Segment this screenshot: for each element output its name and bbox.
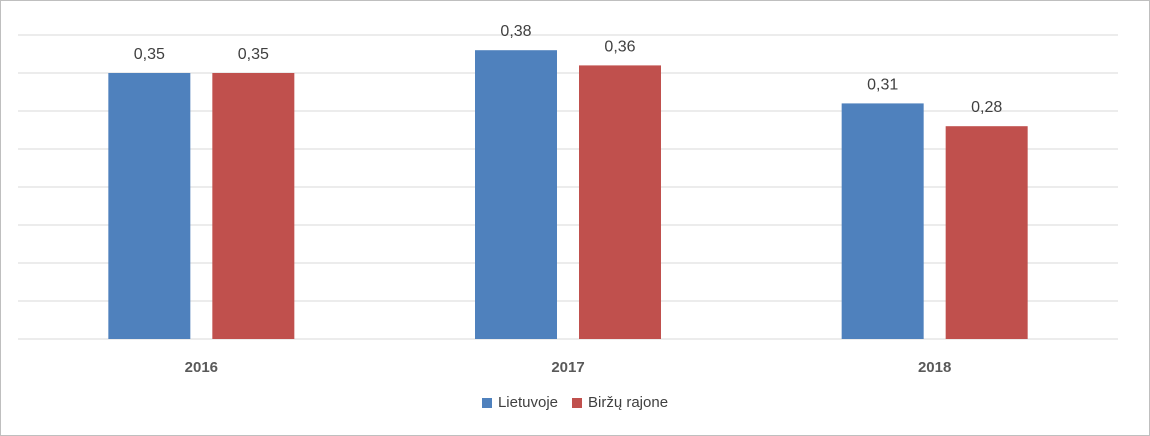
- data-label: 0,38: [500, 23, 531, 40]
- legend-swatch-birzu-rajone: [572, 397, 582, 408]
- legend-swatch-lietuvoje: [481, 397, 492, 408]
- bar-chart: 0,35 0,35 0,38 0,36 0,31 0,28 2016 2017 2018: [18, 23, 1118, 376]
- bar-biržų-rajone-2017: [579, 65, 661, 340]
- bar-lietuvoje-2017: [475, 50, 557, 339]
- legend-label-birzu-rajone: Biržų rajone: [588, 394, 669, 411]
- bar-biržų-rajone-2018: [945, 126, 1028, 339]
- legend: Lietuvoje Biržų rajone: [0, 394, 1150, 411]
- legend-item-birzu-rajone: Biržų rajone: [572, 394, 668, 411]
- value-labels: 0,35 0,35 0,38 0,36 0,31 0,28: [134, 23, 1003, 116]
- x-tick-label: 2016: [185, 359, 218, 376]
- legend-item-lietuvoje: Lietuvoje: [481, 394, 558, 411]
- x-tick-label: 2017: [551, 359, 584, 376]
- data-label: 0,35: [238, 46, 269, 63]
- data-label: 0,31: [867, 76, 898, 93]
- x-tick-labels: 2016 2017 2018: [185, 359, 952, 376]
- bar-lietuvoje-2018: [841, 103, 924, 340]
- x-tick-label: 2018: [918, 359, 951, 376]
- bar-lietuvoje-2016: [108, 73, 191, 339]
- legend-label-lietuvoje: Lietuvoje: [497, 394, 558, 411]
- data-label: 0,35: [134, 46, 165, 63]
- gridlines: [18, 34, 1118, 340]
- bar-biržų-rajone-2016: [212, 73, 295, 339]
- data-label: 0,28: [971, 99, 1002, 116]
- bars: [108, 50, 1028, 340]
- data-label: 0,36: [604, 38, 635, 55]
